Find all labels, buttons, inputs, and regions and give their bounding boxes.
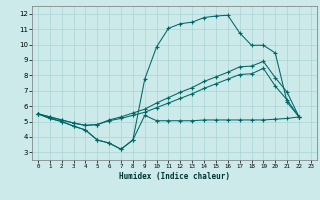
X-axis label: Humidex (Indice chaleur): Humidex (Indice chaleur) — [119, 172, 230, 181]
